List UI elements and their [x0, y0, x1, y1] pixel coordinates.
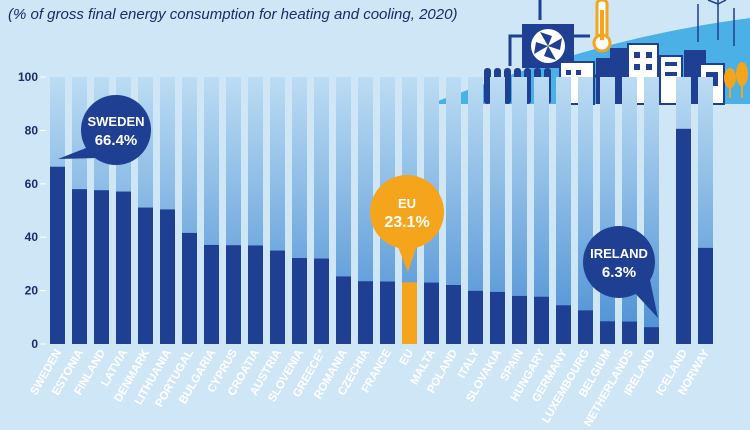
- callouts: SWEDEN 66.4% EU 23.1% IRELAND 6.3%: [58, 95, 658, 318]
- bar-estonia: [72, 189, 87, 344]
- y-tick-label: 40: [25, 230, 39, 244]
- chart-subtitle: (% of gross final energy consumption for…: [8, 6, 458, 23]
- bar-netherlands: [622, 321, 637, 344]
- y-axis: 0 20 40 60 80 100: [18, 70, 46, 351]
- callout-value: 6.3%: [602, 264, 636, 281]
- bar-track: [556, 77, 571, 344]
- bar-lithuania: [160, 209, 175, 344]
- callout-bubble: [81, 95, 151, 165]
- bar-slovakia: [490, 291, 505, 344]
- callout-name: IRELAND: [590, 246, 648, 261]
- wind-turbine-icons: [697, 0, 735, 46]
- bar-track: [490, 77, 505, 344]
- bar-greece: [314, 258, 329, 344]
- bar-finland: [94, 190, 109, 344]
- y-tick-label: 20: [25, 284, 39, 298]
- bar-germany: [556, 305, 571, 344]
- bar-cyprus: [226, 245, 241, 344]
- bar-bulgaria: [204, 244, 219, 344]
- callout-eu: EU 23.1%: [370, 175, 444, 272]
- bar-track: [534, 77, 549, 344]
- callout-sweden: SWEDEN 66.4%: [58, 95, 151, 165]
- bar-denmark: [138, 207, 153, 344]
- bar-track: [578, 77, 593, 344]
- y-tick-label: 80: [25, 123, 39, 137]
- bar-iceland: [676, 128, 691, 344]
- bar-latvia: [116, 191, 131, 344]
- bar-ireland: [644, 327, 659, 344]
- bar-track: [468, 77, 483, 344]
- bar-track: [600, 77, 615, 344]
- y-tick-label: 60: [25, 177, 39, 191]
- callout-ireland: IRELAND 6.3%: [583, 226, 658, 318]
- bar-track: [358, 77, 373, 344]
- y-tick-label: 0: [31, 337, 38, 351]
- callout-bubble: [583, 226, 655, 298]
- bar-luxembourg: [578, 310, 593, 344]
- bars: [50, 128, 713, 344]
- bar-czechia: [358, 281, 373, 344]
- bar-belgium: [600, 321, 615, 344]
- bar-track: [512, 77, 527, 344]
- x-axis: SWEDENESTONIAFINLANDLATVIADENMARKLITHUAN…: [28, 347, 712, 429]
- bar-hungary: [534, 296, 549, 344]
- bar-portugal: [182, 232, 197, 344]
- bar-sweden: [50, 166, 65, 344]
- bar-croatia: [248, 245, 263, 344]
- bar-track: [446, 77, 461, 344]
- bar-austria: [270, 250, 285, 344]
- fan-icon: [522, 24, 574, 68]
- bar-malta: [424, 282, 439, 344]
- bar-italy: [468, 290, 483, 344]
- bar-poland: [446, 284, 461, 344]
- y-tick-label: 100: [18, 70, 38, 84]
- tree-icons: [724, 62, 748, 98]
- callout-bubble: [370, 175, 444, 249]
- bar-france: [380, 281, 395, 344]
- callout-name: SWEDEN: [87, 114, 144, 129]
- bar-romania: [336, 276, 351, 344]
- bar-track: [622, 77, 637, 344]
- bar-eu: [402, 282, 417, 344]
- callout-name: EU: [398, 196, 416, 211]
- callout-value: 66.4%: [95, 132, 138, 149]
- thermometer-icon: [592, 0, 612, 53]
- callout-value: 23.1%: [384, 214, 429, 231]
- bar-slovenia: [292, 258, 307, 344]
- bar-spain: [512, 295, 527, 344]
- x-tick-label: EU: [398, 348, 416, 368]
- callout-pointer: [396, 242, 418, 272]
- bar-norway: [698, 247, 713, 344]
